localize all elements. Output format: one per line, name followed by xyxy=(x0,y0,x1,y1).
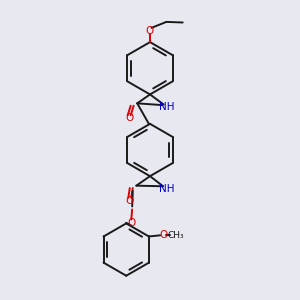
Text: NH: NH xyxy=(160,184,175,194)
Text: O: O xyxy=(159,230,167,240)
Text: O: O xyxy=(127,218,135,227)
Text: O: O xyxy=(126,196,134,206)
Text: O: O xyxy=(125,113,133,123)
Text: CH₃: CH₃ xyxy=(167,231,184,240)
Text: NH: NH xyxy=(160,102,175,112)
Text: O: O xyxy=(146,26,154,36)
